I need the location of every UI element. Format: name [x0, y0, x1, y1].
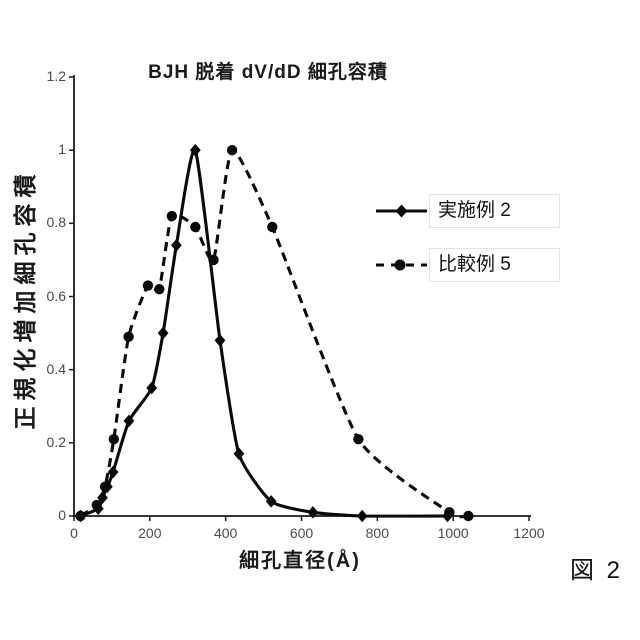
x-tick-label-1000: 1000	[437, 525, 469, 541]
diamond-marker	[233, 447, 245, 461]
figure-number: 図 2	[570, 557, 624, 584]
diamond-marker	[170, 238, 182, 252]
circle-marker	[123, 331, 134, 342]
circle-marker	[91, 499, 102, 511]
diamond-marker	[146, 381, 158, 395]
y-tick-label-1.2: 1.2	[46, 68, 66, 84]
y-tick-label-0: 0	[58, 507, 66, 523]
diamond-marker	[107, 465, 119, 479]
dashed-circle-line-icon	[376, 259, 427, 271]
diamond-marker	[265, 495, 277, 508]
legend-item-comparative-5: 比較例 5	[375, 248, 560, 282]
x-tick-label-0: 0	[70, 525, 78, 541]
x-tick-label-800: 800	[365, 525, 389, 541]
circle-marker	[142, 280, 154, 291]
circle-marker	[463, 510, 474, 522]
x-tick-label-200: 200	[138, 525, 162, 541]
x-tick-label-1200: 1200	[513, 525, 545, 541]
circle-marker	[267, 221, 278, 233]
circle-marker	[99, 481, 111, 492]
x-tick-label-400: 400	[213, 525, 238, 541]
circle-marker	[154, 283, 165, 295]
circle-marker	[208, 254, 219, 266]
diamond-marker	[214, 334, 226, 347]
chart-title: BJH 脱着 dV/dD 細孔容積	[148, 62, 388, 83]
circle-marker	[190, 221, 201, 233]
y-tick-label-0.6: 0.6	[46, 287, 66, 304]
x-axis-label: 細孔直径(Å)	[239, 550, 361, 572]
y-tick-label-1: 1	[58, 141, 66, 158]
y-tick-label-0.8: 0.8	[46, 214, 66, 231]
legend-label-example-2: 実施例 2	[429, 194, 560, 228]
diamond-marker	[157, 326, 169, 340]
diamond-marker	[356, 509, 368, 523]
y-tick-label-0.4: 0.4	[46, 360, 66, 377]
y-tick-label-0.2: 0.2	[46, 433, 66, 450]
circle-marker	[75, 510, 86, 522]
circle-marker	[166, 210, 178, 222]
y-axis-label: 正規化増加細孔容積	[12, 168, 38, 430]
circle-marker	[108, 433, 120, 445]
x-tick-label-600: 600	[289, 525, 314, 541]
series-line-1	[79, 148, 469, 519]
legend-label-comparative-5: 比較例 5	[429, 248, 560, 282]
circle-marker	[353, 433, 364, 445]
circle-marker	[226, 144, 238, 156]
diamond-marker	[189, 143, 201, 157]
diamond-marker	[123, 414, 135, 428]
solid-diamond-line-icon	[376, 204, 427, 218]
legend-item-example-2: 実施例 2	[375, 194, 560, 228]
diamond-marker	[307, 506, 319, 519]
circle-marker	[444, 507, 455, 518]
